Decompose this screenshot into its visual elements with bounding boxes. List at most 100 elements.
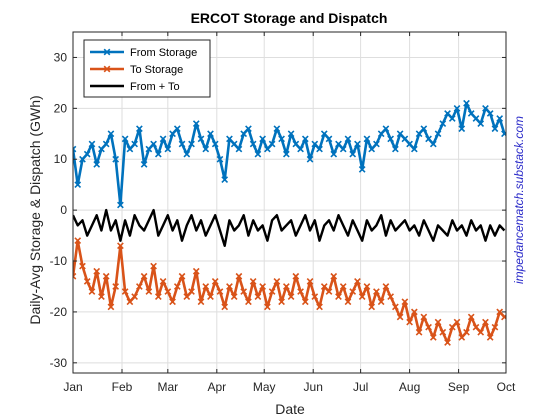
data-point-from-storage	[136, 125, 143, 133]
data-point-from-storage	[425, 135, 432, 143]
data-point-from-storage	[330, 150, 338, 158]
data-point-from-storage	[439, 120, 447, 127]
data-point-from-storage	[154, 150, 162, 158]
data-point-to-storage	[245, 298, 252, 306]
legend-marker	[103, 65, 111, 73]
series-layer	[73, 99, 506, 346]
legend-item-to-storage: To Storage	[90, 64, 183, 76]
data-point-from-storage	[282, 150, 290, 158]
data-point-to-storage	[183, 293, 191, 301]
data-point-to-storage	[486, 334, 494, 341]
data-point-from-storage	[88, 140, 96, 148]
data-point-to-storage	[102, 272, 110, 280]
data-point-to-storage	[448, 323, 456, 331]
legend-item-from-to: From + To	[90, 81, 180, 93]
series-line-from-to	[73, 208, 506, 248]
data-point-from-storage	[245, 125, 252, 133]
data-point-to-storage	[164, 288, 172, 295]
data-point-to-storage	[278, 298, 285, 306]
data-point-from-storage	[306, 155, 314, 163]
data-point-from-storage	[396, 130, 404, 138]
data-point-from-storage	[420, 125, 428, 133]
data-point-from-storage	[401, 135, 409, 143]
data-point-from-storage	[73, 145, 77, 153]
data-point-from-storage	[79, 155, 86, 163]
data-point-to-storage	[392, 303, 399, 311]
data-point-to-storage	[387, 293, 395, 301]
data-point-from-storage	[316, 145, 323, 153]
data-point-to-storage	[136, 283, 143, 290]
data-point-to-storage	[401, 298, 409, 306]
data-point-from-storage	[320, 130, 328, 138]
data-point-to-storage	[121, 288, 129, 295]
x-tick-label: Jun	[304, 380, 323, 394]
data-point-to-storage	[377, 298, 385, 306]
data-point-from-storage	[434, 130, 442, 138]
data-point-from-storage	[145, 145, 153, 153]
data-point-to-storage	[259, 283, 267, 290]
y-tick-label: -30	[50, 356, 68, 370]
data-point-to-storage	[145, 288, 153, 295]
data-point-from-storage	[197, 135, 205, 143]
data-point-from-storage	[121, 135, 129, 143]
data-point-to-storage	[373, 288, 380, 295]
data-point-from-storage	[325, 135, 333, 143]
data-point-from-storage	[259, 135, 267, 143]
data-point-from-storage	[169, 130, 176, 138]
data-point-from-storage	[467, 110, 475, 117]
data-point-from-storage	[126, 145, 134, 153]
data-point-to-storage	[226, 283, 233, 290]
data-point-from-storage	[392, 145, 399, 153]
series-from-storage	[73, 99, 506, 209]
data-point-to-storage	[254, 293, 262, 301]
data-point-to-storage	[344, 298, 352, 306]
data-point-to-storage	[358, 293, 366, 301]
x-tick-label: Oct	[497, 380, 516, 394]
data-point-to-storage	[297, 288, 304, 295]
data-point-to-storage	[311, 293, 319, 301]
data-point-to-storage	[93, 267, 101, 275]
data-point-to-storage	[98, 293, 105, 301]
data-point-to-storage	[429, 334, 437, 341]
data-point-to-storage	[74, 237, 82, 245]
data-point-from-storage	[112, 155, 120, 163]
legend-marker	[103, 48, 111, 56]
data-point-from-storage	[273, 125, 281, 133]
data-point-to-storage	[415, 328, 423, 336]
data-point-to-storage	[240, 288, 248, 295]
data-point-from-storage	[387, 135, 395, 143]
data-point-to-storage	[301, 298, 309, 306]
data-point-from-storage	[202, 145, 210, 153]
data-point-from-storage	[444, 110, 451, 117]
data-point-to-storage	[211, 278, 219, 285]
legend-label: From Storage	[130, 47, 197, 59]
data-point-to-storage	[159, 278, 167, 285]
data-point-from-storage	[368, 145, 376, 153]
data-point-to-storage	[197, 298, 205, 306]
axis-ticks: Jan Feb Mar Apr May Jun Jul Aug Sep Oct -30 -20 -10 0…	[50, 32, 516, 394]
x-tick-label: Apr	[207, 380, 226, 394]
data-point-to-storage	[335, 293, 342, 301]
data-point-to-storage	[131, 293, 138, 301]
data-point-to-storage	[178, 272, 186, 280]
data-point-from-storage	[192, 120, 200, 127]
data-point-to-storage	[325, 288, 333, 295]
data-point-from-storage	[335, 140, 342, 148]
data-point-to-storage	[482, 318, 489, 326]
data-point-to-storage	[264, 303, 271, 311]
data-point-from-storage	[292, 140, 300, 148]
data-point-from-storage	[131, 140, 138, 148]
data-point-from-storage	[491, 125, 499, 133]
data-point-from-storage	[382, 125, 390, 133]
x-axis-label: Date	[275, 401, 305, 417]
data-point-from-storage	[415, 130, 423, 138]
legend-label: From + To	[130, 81, 180, 93]
y-tick-label: 20	[54, 101, 68, 115]
data-point-to-storage	[107, 303, 115, 311]
data-point-from-storage	[150, 140, 157, 148]
data-point-to-storage	[83, 278, 91, 285]
data-point-from-storage	[173, 125, 181, 133]
data-point-to-storage	[73, 272, 77, 280]
data-point-to-storage	[207, 293, 214, 301]
watermark-text: impedancematch.substack.com	[512, 116, 526, 284]
